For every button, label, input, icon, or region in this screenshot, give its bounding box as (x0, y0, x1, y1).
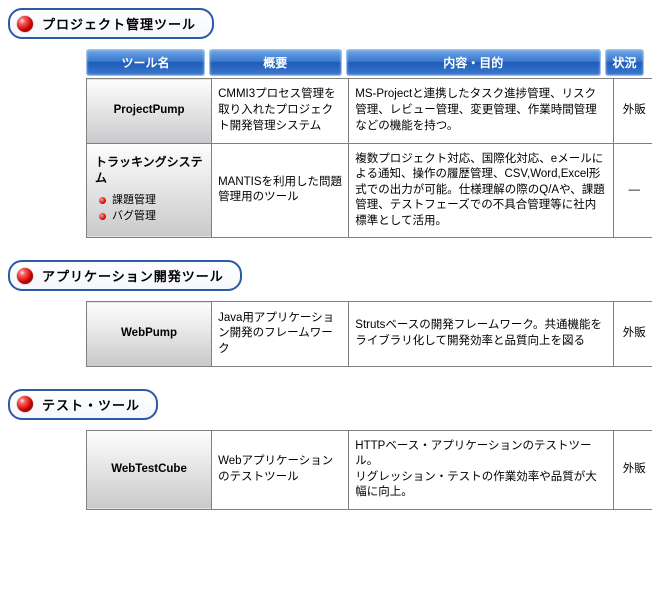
section-app-dev: アプリケーション開発ツール WebPump Java用アプリケーション開発のフレ… (8, 260, 644, 367)
table-row: ProjectPump CMMI3プロセス管理を取り入れたプロジェクト開発管理シ… (87, 79, 652, 144)
cell-tool-name: WebTestCube (87, 430, 212, 509)
cell-overview: CMMI3プロセス管理を取り入れたプロジェクト開発管理システム (212, 79, 349, 144)
section-test-tools: テスト・ツール WebTestCube Webアプリケーションのテストツール H… (8, 389, 644, 510)
tool-name-title: トラッキングシステム (95, 154, 203, 186)
col-header-status: 状況 (605, 49, 644, 76)
tool-table: WebTestCube Webアプリケーションのテストツール HTTPベース・ア… (86, 430, 652, 510)
bullet-icon (99, 213, 106, 220)
section-header: プロジェクト管理ツール (8, 8, 214, 39)
red-sphere-icon (16, 395, 34, 413)
table-row: WebTestCube Webアプリケーションのテストツール HTTPベース・ア… (87, 430, 652, 509)
cell-detail: HTTPベース・アプリケーションのテストツール。 リグレッション・テストの作業効… (349, 430, 613, 509)
cell-tool-name: トラッキングシステム 課題管理 バグ管理 (87, 143, 212, 238)
col-header-detail: 内容・目的 (346, 49, 601, 76)
cell-status: ― (613, 143, 652, 238)
section-header: テスト・ツール (8, 389, 158, 420)
cell-status: 外販 (613, 302, 652, 367)
section-title: プロジェクト管理ツール (42, 14, 196, 33)
col-header-overview: 概要 (209, 49, 342, 76)
tool-table: WebPump Java用アプリケーション開発のフレームワーク Strutsベー… (86, 301, 652, 367)
section-title: アプリケーション開発ツール (42, 266, 224, 285)
cell-overview: Java用アプリケーション開発のフレームワーク (212, 302, 349, 367)
sub-item-label: バグ管理 (112, 209, 156, 224)
table-row: トラッキングシステム 課題管理 バグ管理 MANTISを利用した問題管理用のツー… (87, 143, 652, 238)
sub-item-list: 課題管理 バグ管理 (99, 193, 203, 225)
cell-tool-name: WebPump (87, 302, 212, 367)
bullet-icon (99, 197, 106, 204)
red-sphere-icon (16, 267, 34, 285)
section-project-management: プロジェクト管理ツール ツール名 概要 内容・目的 状況 ProjectPump… (8, 8, 644, 238)
cell-tool-name: ProjectPump (87, 79, 212, 144)
cell-overview: MANTISを利用した問題管理用のツール (212, 143, 349, 238)
red-sphere-icon (16, 15, 34, 33)
cell-status: 外販 (613, 79, 652, 144)
cell-overview: Webアプリケーションのテストツール (212, 430, 349, 509)
table-row: WebPump Java用アプリケーション開発のフレームワーク Strutsベー… (87, 302, 652, 367)
col-header-name: ツール名 (86, 49, 205, 76)
section-header: アプリケーション開発ツール (8, 260, 242, 291)
cell-status: 外販 (613, 430, 652, 509)
sub-item-label: 課題管理 (112, 193, 156, 208)
cell-detail: Strutsベースの開発フレームワーク。共通機能をライブラリ化して開発効率と品質… (349, 302, 613, 367)
tool-table: ProjectPump CMMI3プロセス管理を取り入れたプロジェクト開発管理シ… (86, 78, 652, 238)
section-title: テスト・ツール (42, 395, 140, 414)
list-item: 課題管理 (99, 193, 203, 208)
cell-detail: MS-Projectと連携したタスク進捗管理、リスク管理、レビュー管理、変更管理… (349, 79, 613, 144)
list-item: バグ管理 (99, 209, 203, 224)
cell-detail: 複数プロジェクト対応、国際化対応、eメールによる通知、操作の履歴管理、CSV,W… (349, 143, 613, 238)
column-headers: ツール名 概要 内容・目的 状況 (86, 49, 644, 76)
